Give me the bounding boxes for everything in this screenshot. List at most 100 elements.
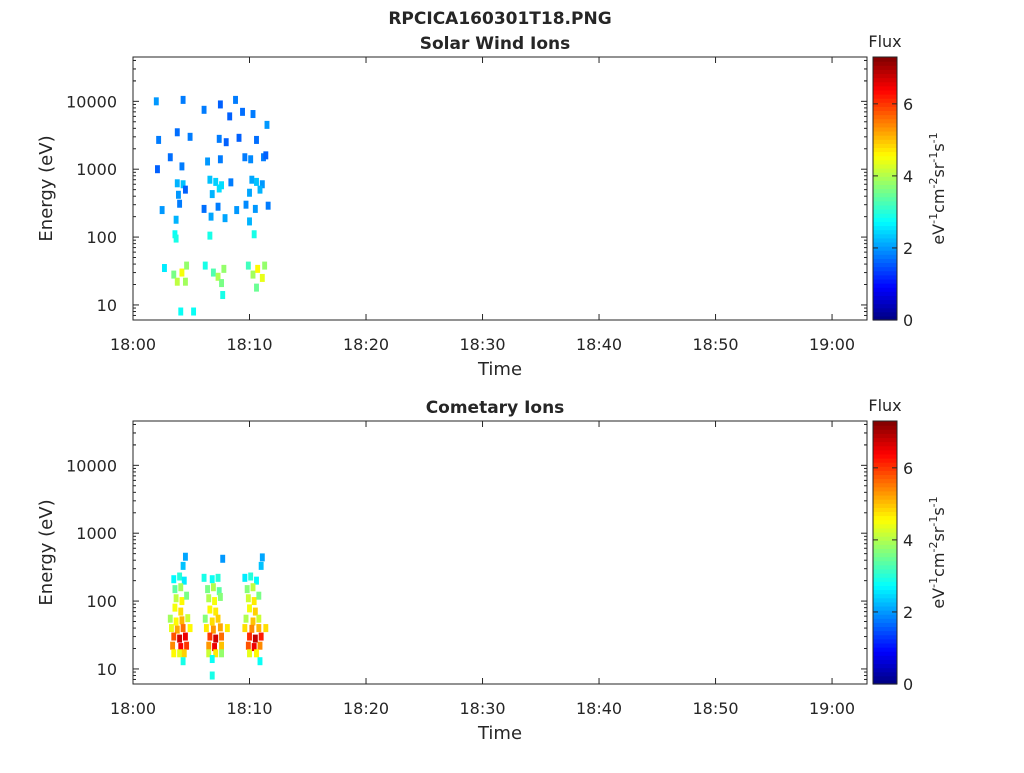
- cometary-colorbar-step: [873, 527, 897, 533]
- cometary-colorbar-step: [873, 675, 897, 681]
- cometary-colorbar-tick-label: 4: [903, 531, 913, 550]
- cometary-heatmap-cell: [178, 583, 184, 592]
- cometary-colorbar-step: [873, 626, 897, 632]
- cometary-colorbar-step: [873, 589, 897, 595]
- solar-wind-heatmap-cell: [174, 128, 180, 137]
- cometary-colorbar-step: [873, 544, 897, 549]
- cometary-heatmap-cell: [185, 614, 191, 623]
- cometary-colorbar-step: [873, 601, 897, 607]
- solar-wind-heatmap-cell: [243, 200, 249, 209]
- cometary-heatmap-cell: [170, 641, 176, 650]
- cometary-x-tick-label: 18:00: [110, 699, 156, 718]
- solar-wind-colorbar-frame: [872, 56, 898, 321]
- cometary-heatmap-cell: [178, 607, 184, 616]
- solar-wind-heatmap-cell: [207, 231, 213, 240]
- cometary-colorbar-step: [873, 671, 897, 677]
- cometary-heatmap-cell: [171, 575, 177, 584]
- cometary-colorbar-step: [873, 445, 897, 451]
- solar-wind-heatmap-cell: [201, 204, 207, 213]
- solar-wind-heatmap-cell: [159, 206, 165, 215]
- solar-wind-colorbar-step: [873, 204, 897, 210]
- cometary-colorbar-step: [873, 581, 897, 586]
- cometary-heatmap-cell: [203, 624, 209, 633]
- solar-wind-colorbar-step: [873, 258, 897, 264]
- cometary-heatmap-cell: [174, 625, 180, 634]
- cometary-heatmap-cell: [256, 614, 262, 623]
- cometary-heatmap-cell: [213, 634, 219, 643]
- solar-wind-colorbar-step: [873, 81, 897, 87]
- solar-wind-heatmap-cell: [184, 261, 190, 270]
- cometary-heatmap-cell: [245, 641, 251, 650]
- solar-wind-heatmap-cell: [252, 204, 258, 213]
- solar-wind-heatmap-cell: [171, 270, 177, 279]
- solar-wind-colorbar-step: [873, 262, 897, 268]
- solar-wind-heatmap-cell: [179, 162, 185, 171]
- cometary-heatmap-cell: [206, 594, 212, 603]
- solar-wind-colorbar-step: [873, 217, 897, 222]
- cometary-heatmap-cell: [254, 576, 259, 585]
- cometary-heatmap-cell: [172, 585, 178, 594]
- solar-wind-colorbar-step: [873, 287, 897, 292]
- cometary-colorbar-tick-label: 2: [903, 603, 913, 622]
- solar-wind-x-tick-label: 18:40: [576, 335, 622, 354]
- cometary-colorbar-step: [873, 593, 897, 599]
- solar-wind-heatmap-cell: [257, 185, 263, 194]
- cometary-heatmap-cell: [180, 657, 186, 666]
- solar-wind-heatmap-cell: [250, 270, 256, 279]
- cometary-colorbar-step: [873, 634, 897, 640]
- solar-wind-heatmap-cell: [247, 188, 252, 197]
- cometary-colorbar-frame: [872, 420, 898, 685]
- cometary-heatmap-cell: [209, 655, 215, 664]
- cometary-colorbar-step: [873, 560, 897, 566]
- solar-wind-heatmap-cell: [216, 184, 222, 193]
- solar-wind-heatmap-cell: [173, 215, 179, 224]
- solar-wind-colorbar-step: [873, 209, 897, 214]
- cometary-colorbar-step: [873, 622, 897, 628]
- solar-wind-colorbar-step: [873, 98, 897, 103]
- solar-wind-heatmap-cell: [213, 177, 219, 186]
- solar-wind-heatmap-cell: [247, 217, 252, 226]
- cometary-colorbar-step: [873, 536, 897, 541]
- cometary-colorbar-step: [873, 614, 897, 619]
- cometary-heatmap-cell: [257, 657, 263, 666]
- solar-wind-colorbar-step: [873, 192, 897, 198]
- cometary-heatmap-cell: [169, 624, 174, 633]
- solar-wind-colorbar-step: [873, 229, 897, 235]
- cometary-heatmap-cell: [215, 573, 221, 582]
- cometary-heatmap-cell: [184, 591, 190, 600]
- cometary-heatmap-cell: [217, 623, 223, 632]
- cometary-x-tick-label: 18:10: [226, 699, 272, 718]
- cometary-heatmap-cell: [258, 632, 264, 641]
- cometary-heatmap-cell: [220, 554, 226, 563]
- cometary-colorbar-step: [873, 421, 897, 426]
- cometary-heatmap-cell: [247, 632, 252, 641]
- solar-wind-heatmap-cell: [174, 179, 180, 188]
- cometary-heatmap-cell: [171, 649, 177, 658]
- cometary-heatmap-cell: [247, 649, 252, 658]
- solar-wind-colorbar-step: [873, 315, 897, 321]
- solar-wind-colorbar-step: [873, 126, 897, 132]
- cometary-heatmap-cell: [209, 617, 215, 626]
- solar-wind-colorbar-step: [873, 213, 897, 218]
- cometary-colorbar-step: [873, 478, 897, 484]
- solar-wind-colorbar-step: [873, 274, 897, 280]
- cometary-x-axis-label: Time: [477, 723, 522, 744]
- cometary-colorbar-step: [873, 605, 897, 611]
- solar-wind-colorbar-step: [873, 151, 897, 157]
- cometary-colorbar-step: [873, 441, 897, 447]
- cometary-colorbar-step: [873, 610, 897, 615]
- cometary-heatmap-cell: [217, 592, 223, 601]
- cometary-heatmap-cell: [206, 649, 212, 658]
- cometary-heatmap-cell: [201, 573, 207, 582]
- solar-wind-y-tick-label: 10: [97, 296, 117, 315]
- cometary-axes-frame: [132, 420, 868, 685]
- solar-wind-heatmap-cell: [182, 185, 188, 194]
- solar-wind-y-axis-label: Energy (eV): [36, 135, 57, 241]
- solar-wind-y-tick-label: 10000: [66, 92, 117, 111]
- cometary-colorbar-step: [873, 577, 897, 582]
- solar-wind-x-tick-label: 18:30: [459, 335, 505, 354]
- solar-wind-colorbar-step: [873, 61, 897, 66]
- solar-wind-heatmap-cell: [220, 291, 226, 300]
- cometary-colorbar-step: [873, 585, 897, 591]
- solar-wind-colorbar-tick-label: 4: [903, 167, 913, 186]
